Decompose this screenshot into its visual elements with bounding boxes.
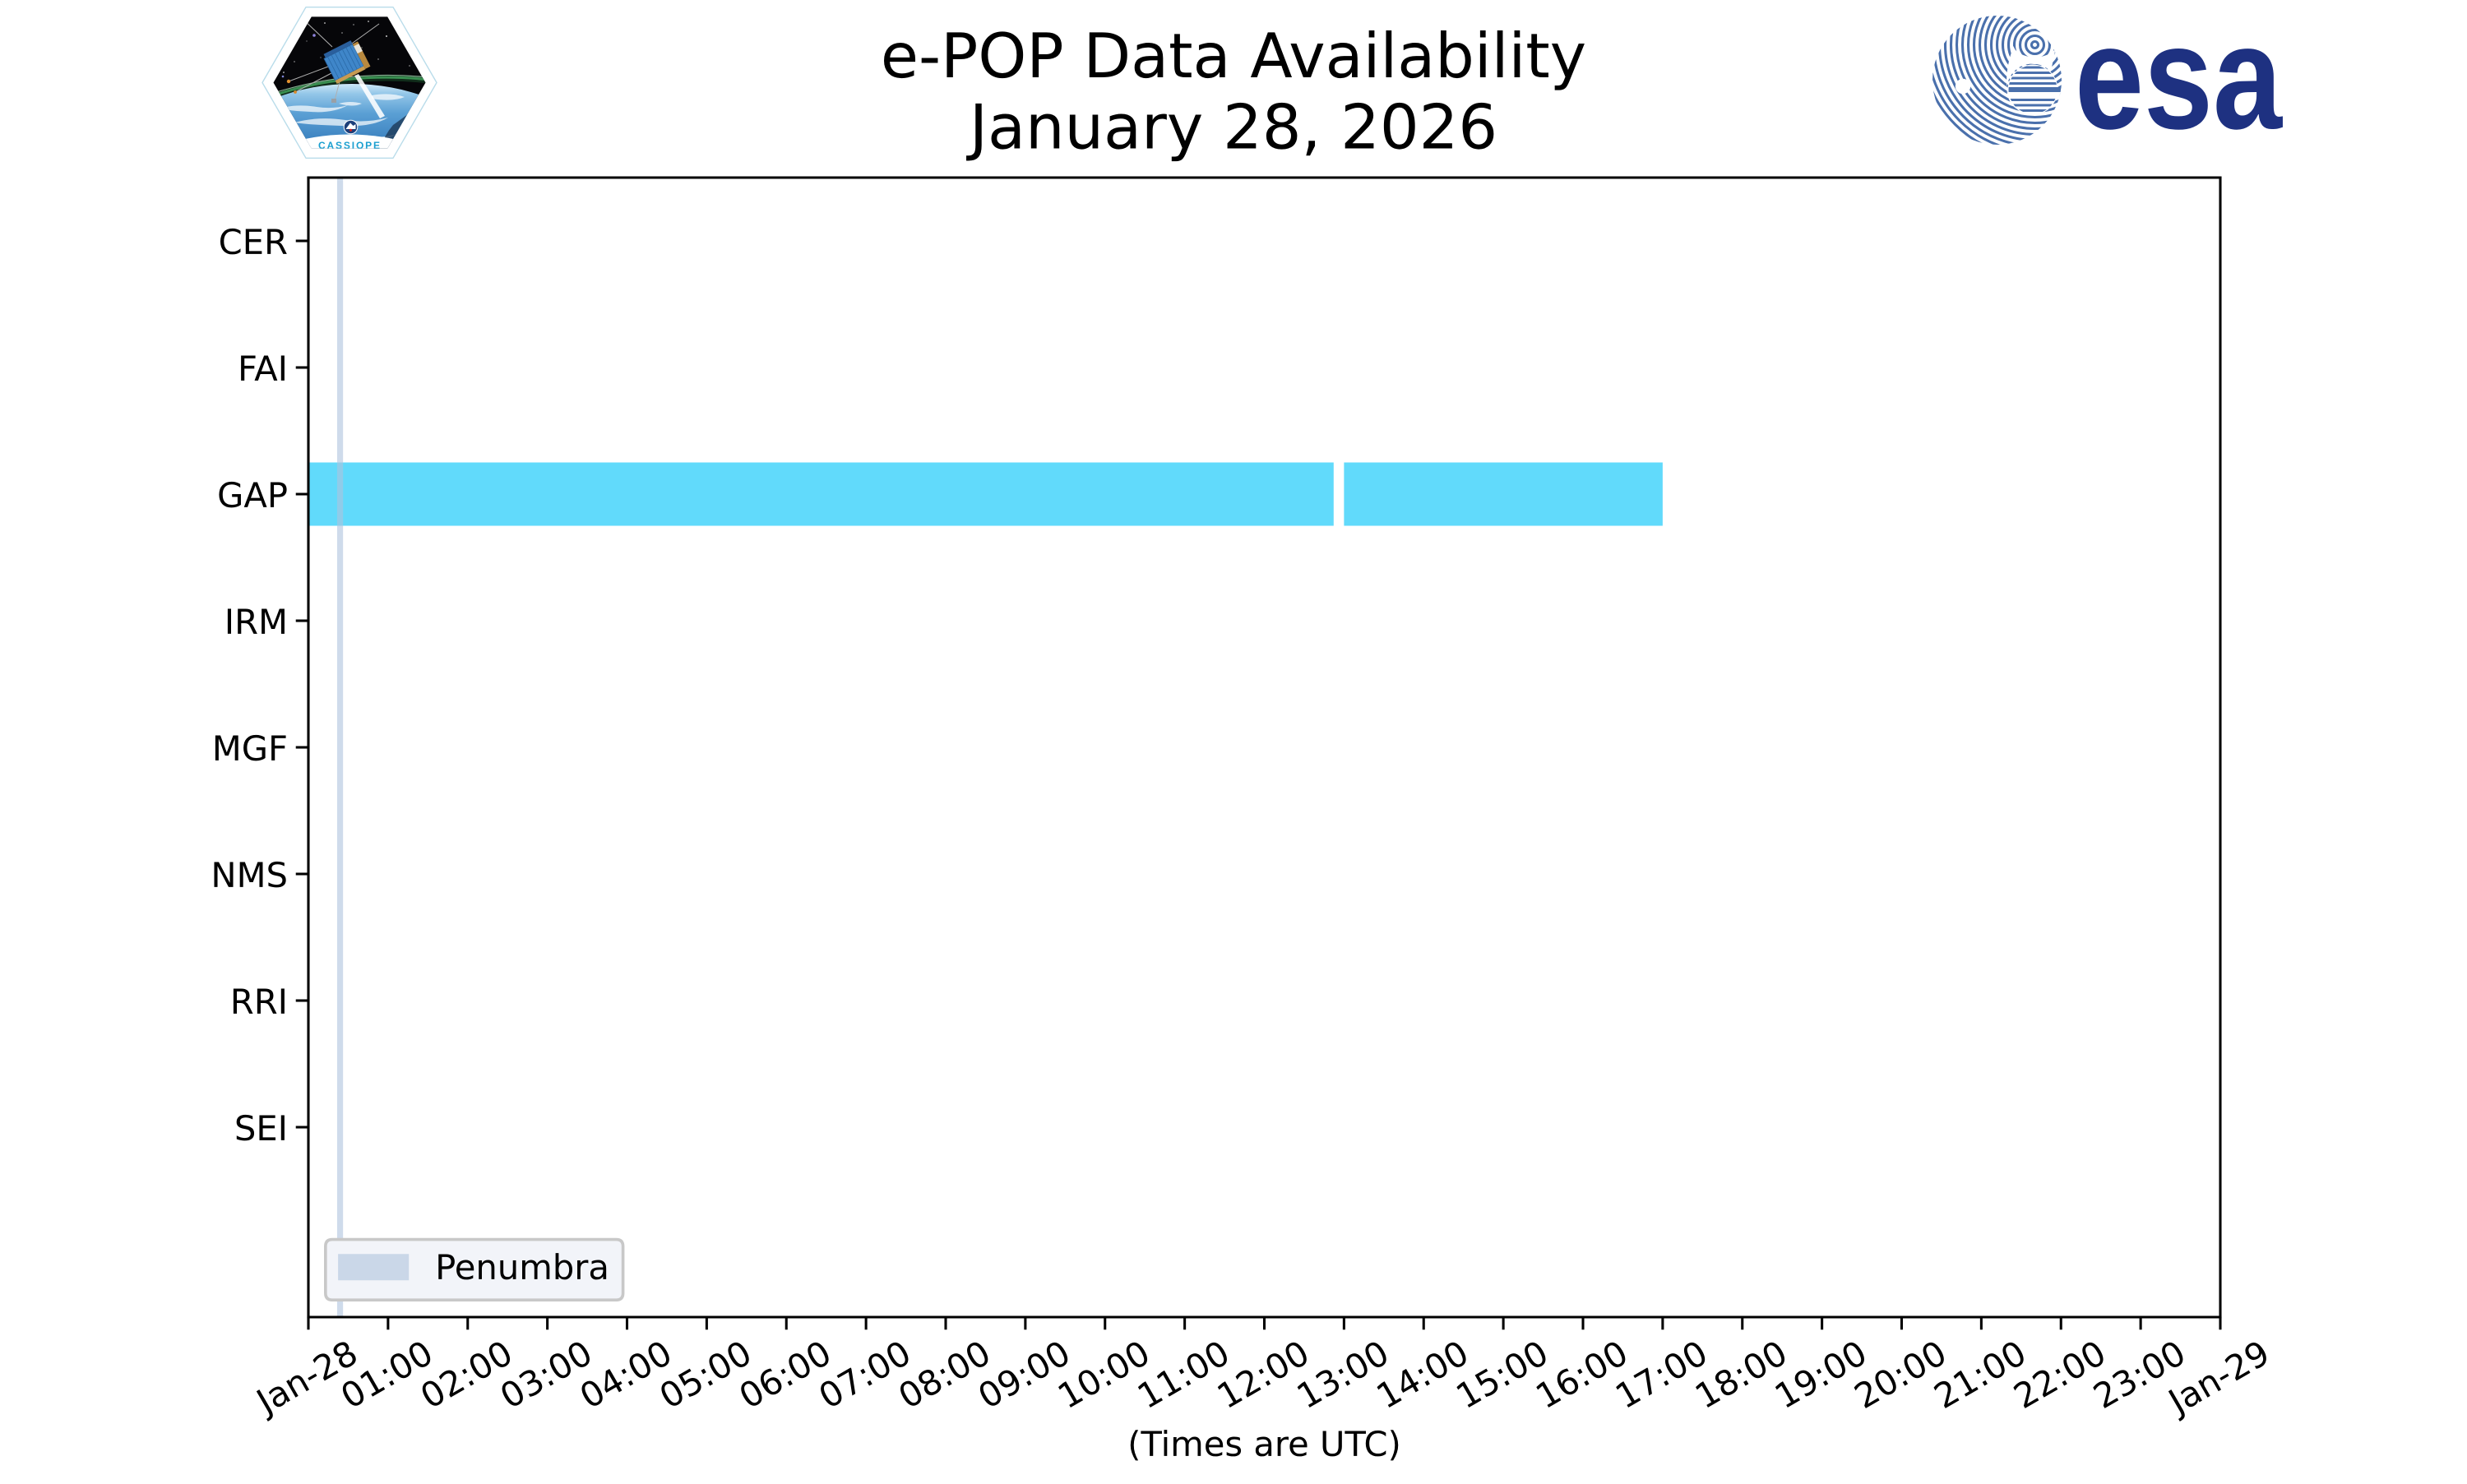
svg-text:esa: esa <box>2075 0 2284 160</box>
svg-text:CASSIOPE: CASSIOPE <box>318 140 381 151</box>
